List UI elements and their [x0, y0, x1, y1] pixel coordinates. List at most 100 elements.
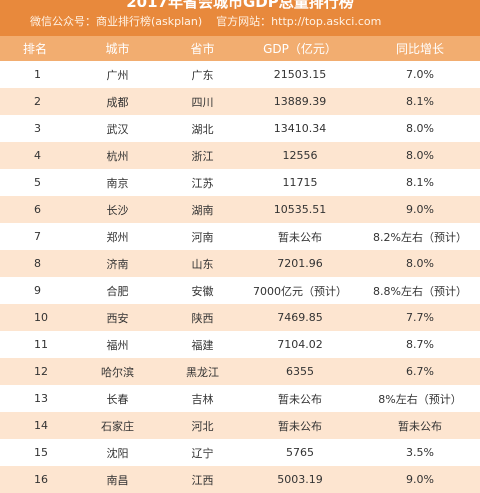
table-cell: 郑州: [106, 230, 129, 244]
table-cell: 湖北: [191, 122, 214, 136]
table-cell: 1: [34, 68, 41, 81]
table-cell: 11715: [282, 176, 318, 189]
table-cell: 暂未公布: [278, 392, 322, 406]
table-cell: 成都: [106, 95, 129, 109]
table-row: 7 郑州 河南 暂未公布 8.2%左右（预计）: [0, 223, 480, 250]
table-cell: 武汉: [106, 122, 129, 136]
table-cell: 杭州: [106, 149, 129, 163]
table-row: 15 沈阳 辽宁 5765 3.5%: [0, 439, 480, 466]
table-cell: 长春: [106, 392, 129, 406]
table-cell: 哈尔滨: [101, 365, 134, 379]
table-cell: 合肥: [106, 284, 129, 298]
table-cell: 9.0%: [406, 203, 434, 216]
table-cell: 10: [34, 311, 48, 324]
table-cell: 8: [34, 257, 41, 270]
table-row: 13 长春 吉林 暂未公布 8%左右（预计）: [0, 385, 480, 412]
table-cell: 13410.34: [273, 122, 327, 135]
table-row: 6 长沙 湖南 10535.51 9.0%: [0, 196, 480, 223]
table-cell: 8.1%: [406, 95, 434, 108]
table-cell: 四川: [191, 95, 214, 109]
table-row: 4 杭州 浙江 12556 8.0%: [0, 142, 480, 169]
table-cell: 暂未公布: [278, 230, 322, 244]
table-cell: 陕西: [191, 311, 214, 325]
table-cell: 河北: [191, 419, 214, 433]
table-cell: 8.0%: [406, 257, 434, 270]
table-cell: 13: [34, 392, 48, 405]
table-cell: 9: [34, 284, 41, 297]
table-cell: 2: [34, 95, 41, 108]
table-cell: 吉林: [191, 392, 214, 406]
table-row: 12 哈尔滨 黑龙江 6355 6.7%: [0, 358, 480, 385]
table-cell: 6355: [286, 365, 314, 378]
table-cell: 8.1%: [406, 176, 434, 189]
header-row: 排名 城市 省市 GDP（亿元） 同比增长: [0, 36, 480, 61]
table-cell: 13889.39: [273, 95, 327, 108]
column-header: GDP（亿元）: [263, 42, 337, 56]
table-cell: 辽宁: [191, 446, 214, 460]
table-cell: 7469.85: [277, 311, 323, 324]
table-cell: 广东: [191, 68, 214, 82]
table-cell: 7000亿元（预计）: [253, 284, 347, 298]
table-row: 14 石家庄 河北 暂未公布 暂未公布: [0, 412, 480, 439]
table-cell: 5: [34, 176, 41, 189]
table-cell: 广州: [106, 68, 129, 82]
table-cell: 沈阳: [106, 446, 129, 460]
table-cell: 浙江: [191, 149, 214, 163]
table-cell: 福州: [106, 338, 129, 352]
table-cell: 河南: [191, 230, 214, 244]
table-cell: 7.0%: [406, 68, 434, 81]
table-cell: 暂未公布: [398, 419, 442, 433]
table-row: 8 济南 山东 7201.96 8.0%: [0, 250, 480, 277]
table-row: 11 福州 福建 7104.02 8.7%: [0, 331, 480, 358]
table-cell: 暂未公布: [278, 419, 322, 433]
table-cell: 7201.96: [277, 257, 323, 270]
column-header: 同比增长: [395, 42, 444, 56]
table-row: 10 西安 陕西 7469.85 7.7%: [0, 304, 480, 331]
table-cell: 15: [34, 446, 48, 459]
table-cell: 石家庄: [101, 419, 134, 433]
banner: 2017年省会城市GDP总量排行榜 微信公众号：商业排行榜(askplan) 官…: [0, 0, 480, 36]
column-header: 城市: [105, 42, 130, 56]
table-cell: 5765: [286, 446, 314, 459]
table-row: 3 武汉 湖北 13410.34 8.0%: [0, 115, 480, 142]
table-cell: 6: [34, 203, 41, 216]
table-cell: 8.8%左右（预计）: [373, 284, 467, 298]
table-cell: 3.5%: [406, 446, 434, 459]
table-cell: 8.0%: [406, 122, 434, 135]
table-row: 1 广州 广东 21503.15 7.0%: [0, 61, 480, 88]
table-cell: 8.7%: [406, 338, 434, 351]
title: 2017年省会城市GDP总量排行榜: [126, 0, 354, 11]
table-cell: 21503.15: [273, 68, 327, 81]
table-cell: 江苏: [191, 176, 214, 190]
table-cell: 安徽: [191, 284, 214, 298]
table-cell: 11: [34, 338, 48, 351]
table-cell: 3: [34, 122, 41, 135]
table-cell: 山东: [191, 257, 214, 271]
table-cell: 湖南: [191, 203, 214, 217]
table-cell: 7.7%: [406, 311, 434, 324]
table-cell: 7: [34, 230, 41, 243]
subtitle: 微信公众号：商业排行榜(askplan) 官方网站：http://top.ask…: [30, 15, 382, 28]
table-cell: 7104.02: [277, 338, 323, 351]
table-cell: 8.2%左右（预计）: [373, 230, 467, 244]
table-cell: 14: [34, 419, 48, 432]
table-row: 9 合肥 安徽 7000亿元（预计） 8.8%左右（预计）: [0, 277, 480, 304]
table-cell: 西安: [106, 311, 129, 325]
table-cell: 8%左右（预计）: [378, 392, 462, 406]
table-cell: 4: [34, 149, 41, 162]
table-cell: 8.0%: [406, 149, 434, 162]
table-row: 2 成都 四川 13889.39 8.1%: [0, 88, 480, 115]
column-header: 省市: [190, 42, 215, 56]
table-cell: 12: [34, 365, 48, 378]
table-row: 5 南京 江苏 11715 8.1%: [0, 169, 480, 196]
table-cell: 12556: [282, 149, 318, 162]
table-cell: 10535.51: [273, 203, 327, 216]
table-cell: 济南: [106, 257, 129, 271]
table-cell: 福建: [191, 338, 214, 352]
table-cell: 6.7%: [406, 365, 434, 378]
table-cell: 南京: [106, 176, 129, 190]
column-header: 排名: [22, 42, 47, 56]
table-cell: 长沙: [106, 203, 129, 217]
table-cell: 黑龙江: [186, 365, 219, 379]
